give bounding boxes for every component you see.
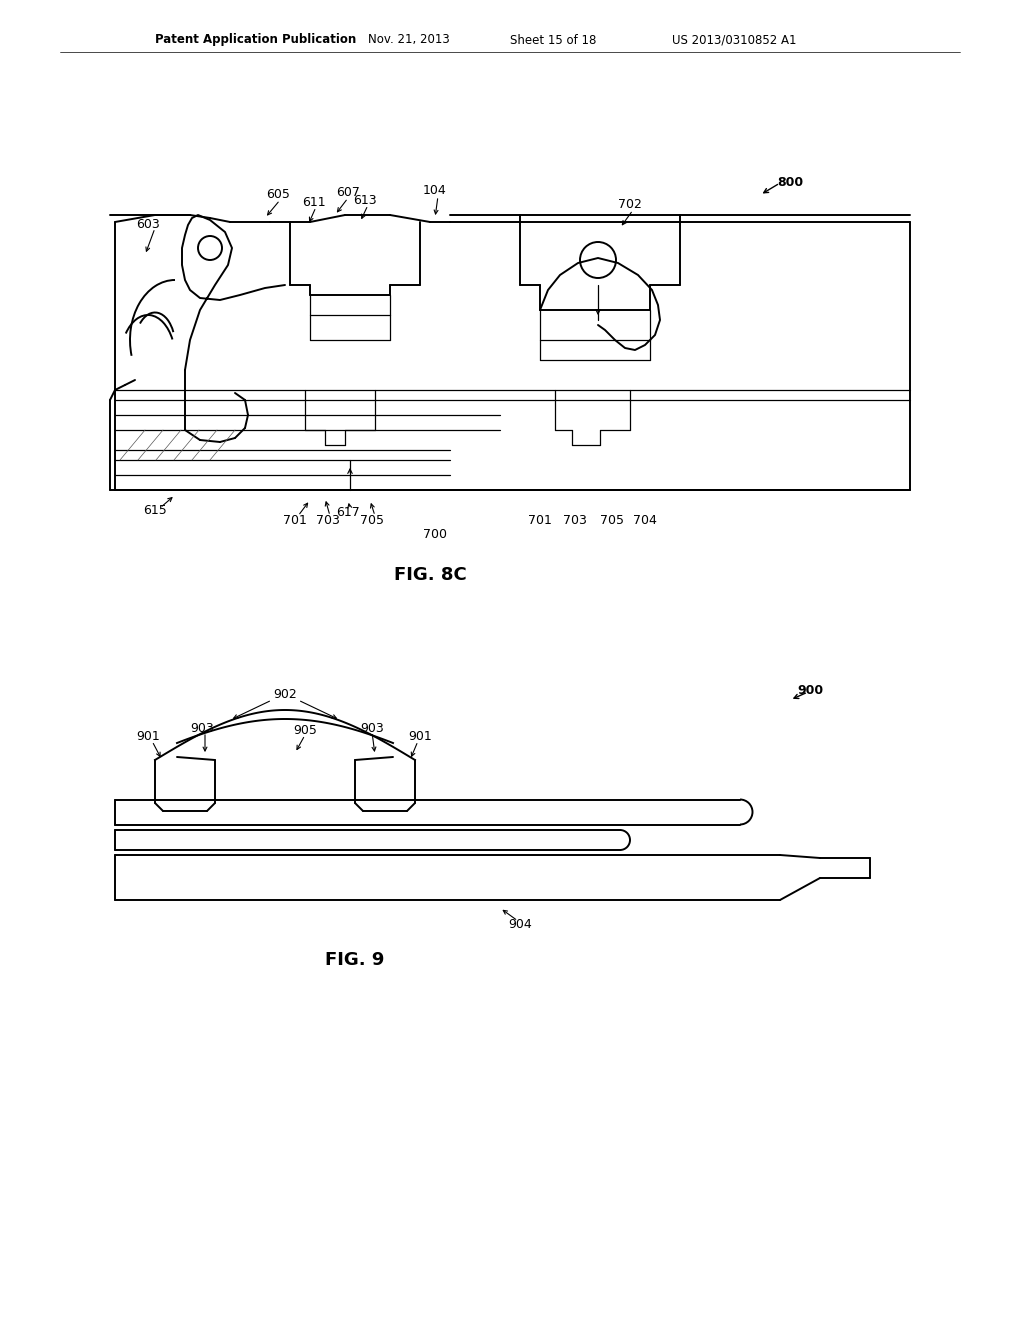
Text: 704: 704 xyxy=(633,513,657,527)
Text: 903: 903 xyxy=(190,722,214,734)
Text: 702: 702 xyxy=(618,198,642,211)
Text: US 2013/0310852 A1: US 2013/0310852 A1 xyxy=(672,33,797,46)
Text: Sheet 15 of 18: Sheet 15 of 18 xyxy=(510,33,596,46)
Text: 800: 800 xyxy=(777,177,803,190)
Text: 603: 603 xyxy=(136,219,160,231)
Text: 904: 904 xyxy=(508,919,531,932)
Text: FIG. 9: FIG. 9 xyxy=(326,950,385,969)
Text: 701: 701 xyxy=(283,513,307,527)
Text: 901: 901 xyxy=(136,730,160,743)
Text: 607: 607 xyxy=(336,186,360,198)
Text: 615: 615 xyxy=(143,503,167,516)
Text: 705: 705 xyxy=(600,513,624,527)
Text: 701: 701 xyxy=(528,513,552,527)
Text: 902: 902 xyxy=(273,689,297,701)
Text: 613: 613 xyxy=(353,194,377,206)
Text: 700: 700 xyxy=(423,528,447,541)
Text: Patent Application Publication: Patent Application Publication xyxy=(155,33,356,46)
Text: 703: 703 xyxy=(563,513,587,527)
Text: 617: 617 xyxy=(336,507,359,520)
Text: 900: 900 xyxy=(797,684,823,697)
Text: 901: 901 xyxy=(409,730,432,743)
Text: FIG. 8C: FIG. 8C xyxy=(393,566,466,583)
Text: 611: 611 xyxy=(302,195,326,209)
Text: 605: 605 xyxy=(266,189,290,202)
Text: 705: 705 xyxy=(360,513,384,527)
Text: 703: 703 xyxy=(316,513,340,527)
Text: 905: 905 xyxy=(293,723,317,737)
Text: Nov. 21, 2013: Nov. 21, 2013 xyxy=(368,33,450,46)
Text: 903: 903 xyxy=(360,722,384,734)
Text: 104: 104 xyxy=(423,183,446,197)
